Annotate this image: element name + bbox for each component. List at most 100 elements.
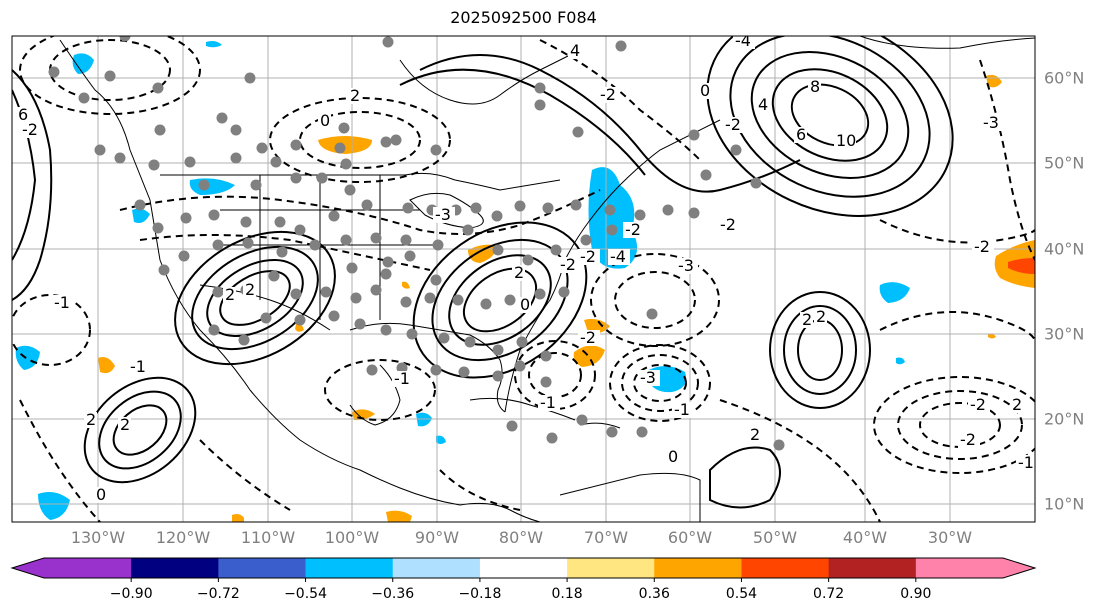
contour-label: 2 — [802, 310, 812, 329]
colorbar-tick-label: 0.36 — [638, 586, 670, 602]
station-marker — [570, 199, 582, 211]
station-marker — [216, 112, 228, 124]
station-marker — [662, 204, 674, 216]
shade-patch — [132, 208, 150, 223]
colorbar-segment — [915, 558, 1004, 578]
contour-label-background — [672, 402, 694, 418]
station-marker — [462, 224, 474, 236]
station-marker — [274, 216, 286, 228]
contour-label-background — [808, 79, 821, 95]
contour-label: 2 — [514, 263, 524, 282]
contour-label: 2 — [225, 285, 235, 304]
contour-line — [750, 51, 910, 179]
contour-label-background — [972, 239, 994, 255]
contour-label: -1 — [54, 293, 70, 312]
contour-label: -2 — [580, 328, 596, 347]
contour-label: 2 — [750, 425, 760, 444]
station-marker — [230, 152, 242, 164]
contour-label: -2 — [960, 430, 976, 449]
longitude-label: 110°W — [240, 528, 296, 547]
colorbar-tick-label: −0.36 — [371, 586, 415, 602]
station-marker — [540, 350, 552, 362]
shade-patch — [386, 510, 412, 522]
contour-line — [709, 446, 781, 509]
station-marker — [260, 312, 272, 324]
station-marker — [344, 184, 356, 196]
contour-label-background — [128, 359, 150, 375]
shade-patch — [206, 41, 222, 48]
station-marker — [491, 210, 503, 222]
station-marker — [268, 270, 280, 282]
shade-patch — [318, 136, 372, 154]
contour-label-background — [723, 117, 745, 133]
contour-label: 6 — [18, 105, 28, 124]
contour-label: -1 — [674, 400, 690, 419]
contour-line — [514, 340, 596, 410]
contour-label: -3 — [983, 113, 999, 132]
map-title: 2025092500 F084 — [450, 8, 597, 27]
station-marker — [134, 199, 146, 211]
contour-line — [614, 271, 696, 329]
contour-line — [269, 97, 451, 183]
station-marker — [270, 156, 282, 168]
contour-label-background — [733, 36, 755, 49]
contour-label-background — [433, 207, 455, 223]
station-marker — [242, 237, 254, 249]
contour-label-background — [748, 427, 761, 443]
station-marker — [390, 134, 402, 146]
coastline-greatlakes — [409, 192, 484, 229]
contour-label: 0 — [668, 447, 678, 466]
contour-label: -1 — [394, 369, 410, 388]
contour-label-background — [16, 107, 29, 123]
contour-label-background — [756, 97, 769, 113]
station-marker — [464, 336, 476, 348]
contour-label: 2 — [816, 307, 826, 326]
contour-label: 2 — [1012, 395, 1022, 414]
contour-line — [633, 364, 687, 402]
station-marker — [452, 294, 464, 306]
anomaly-shading — [15, 41, 1035, 522]
colorbar-tick-label: −0.18 — [458, 586, 502, 602]
contour-label-background — [676, 258, 698, 274]
station-marker — [606, 224, 618, 236]
station-marker — [492, 370, 504, 382]
contour-label-background — [94, 487, 107, 503]
contour-line — [419, 54, 801, 193]
contour-label-background — [794, 127, 807, 143]
station-marker — [522, 254, 534, 266]
longitude-label: 50°W — [752, 528, 798, 547]
contour-label: 0 — [96, 485, 106, 504]
station-marker — [380, 324, 392, 336]
contour-line — [139, 234, 431, 271]
shade-patch — [896, 357, 905, 365]
contour-label-background — [718, 217, 740, 233]
contour-label: -2 — [970, 395, 986, 414]
station-marker — [184, 156, 196, 168]
station-marker — [316, 172, 328, 184]
contour-label-background — [623, 222, 645, 238]
shade-patch — [584, 318, 610, 334]
contour-label-background — [243, 282, 256, 298]
shade-patch — [1008, 258, 1035, 274]
latitude-label: 50°N — [1044, 153, 1085, 173]
station-marker — [492, 244, 504, 256]
contour-label-background — [1010, 397, 1023, 413]
latitude-label: 40°N — [1044, 239, 1085, 259]
contour-line — [979, 59, 1035, 261]
shade-patch — [98, 357, 115, 374]
station-marker — [158, 264, 170, 276]
contour-label: 4 — [570, 41, 580, 60]
contour-line — [729, 36, 931, 198]
contour-label: -1 — [540, 393, 556, 412]
station-marker — [492, 344, 504, 356]
station-marker — [402, 202, 414, 214]
colorbar-tick-label: −0.72 — [196, 586, 240, 602]
station-marker — [542, 202, 554, 214]
contour-line — [12, 69, 53, 301]
contour-label: 10 — [836, 131, 856, 150]
station-marker — [354, 318, 366, 330]
station-marker — [328, 310, 340, 322]
station-marker — [550, 244, 562, 256]
station-marker — [514, 360, 526, 372]
longitude-label: 30°W — [927, 528, 973, 547]
